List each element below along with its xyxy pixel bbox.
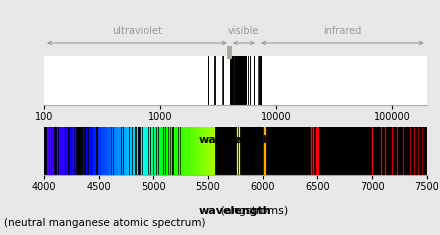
Text: ultraviolet: ultraviolet <box>112 26 162 36</box>
Text: wavelength: wavelength <box>199 206 272 216</box>
Text: (angstroms): (angstroms) <box>182 206 289 216</box>
Text: wavelength: wavelength <box>199 135 272 145</box>
Text: (angstroms): (angstroms) <box>182 135 289 145</box>
Text: visible: visible <box>228 26 260 36</box>
Text: (neutral manganese atomic spectrum): (neutral manganese atomic spectrum) <box>4 218 206 228</box>
Text: infrared: infrared <box>323 26 362 36</box>
